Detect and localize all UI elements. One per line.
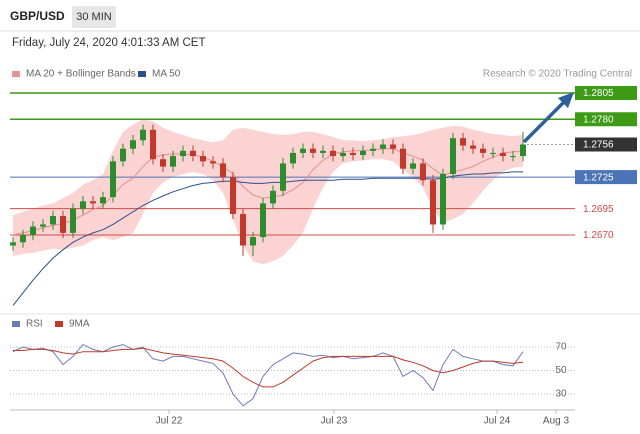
candle-body	[490, 152, 496, 154]
candle-body	[20, 234, 26, 243]
x-tick-label: Jul 24	[484, 416, 511, 427]
candle-body	[10, 242, 16, 246]
legend-swatch	[55, 321, 63, 327]
candle-body	[410, 163, 416, 169]
legend-label: MA 20 + Bollinger Bands	[26, 69, 136, 80]
candle-body	[240, 213, 246, 246]
candle-body	[250, 237, 256, 246]
symbol: GBP/USD	[10, 9, 65, 23]
level-label: 1.2805	[583, 88, 614, 99]
candle-body	[370, 148, 376, 151]
level-label: 1.2670	[583, 230, 614, 241]
candle-body	[470, 145, 476, 149]
level-label: 1.2695	[583, 204, 614, 215]
x-tick-label: Jul 23	[321, 416, 348, 427]
x-tick-label: Jul 22	[156, 416, 183, 427]
forecast-arrow	[522, 100, 566, 144]
y-tick-label: 50	[555, 365, 567, 376]
candle-body	[110, 161, 116, 198]
legend-swatch	[138, 71, 146, 77]
level-label-box	[575, 85, 637, 100]
legend-swatch	[12, 71, 20, 77]
legend-label: 9MA	[69, 319, 90, 330]
candle-body	[170, 156, 176, 167]
candle-body	[440, 173, 446, 225]
rsi-line	[13, 347, 524, 388]
candle-body	[190, 150, 196, 157]
credit: Research © 2020 Trading Central	[483, 69, 632, 80]
candle-body	[430, 180, 436, 225]
datetime: Friday, July 24, 2020 4:01:33 AM CET	[12, 37, 205, 49]
candle-body	[40, 224, 46, 227]
level-label-box	[575, 137, 637, 152]
candle-body	[90, 201, 96, 204]
candle-body	[400, 148, 406, 169]
candle-body	[70, 208, 76, 233]
level-label: 1.2780	[583, 114, 614, 125]
candle-body	[330, 150, 336, 157]
candle-body	[200, 156, 206, 162]
level-label-box	[575, 112, 637, 127]
candle-body	[300, 148, 306, 153]
candle-body	[60, 216, 66, 233]
y-tick-label: 30	[555, 389, 567, 400]
timeframe-button[interactable]	[72, 6, 116, 28]
candle-body	[230, 177, 236, 214]
candle-body	[210, 161, 216, 164]
legend-label: RSI	[26, 319, 43, 330]
legend-label: MA 50	[152, 69, 181, 80]
candle-body	[420, 163, 426, 181]
candle-body	[510, 156, 516, 158]
candle-body	[260, 203, 266, 238]
candle-body	[380, 144, 386, 149]
candle-body	[360, 150, 366, 156]
candle-body	[340, 152, 346, 157]
forecast-arrowhead	[558, 92, 574, 108]
level-label: 1.2756	[583, 140, 614, 151]
candle-body	[270, 190, 276, 204]
candle-body	[180, 150, 186, 157]
candle-body	[150, 129, 156, 160]
candle-body	[280, 163, 286, 191]
candle-body	[390, 144, 396, 149]
candle-body	[320, 150, 326, 153]
level-label-box	[575, 170, 637, 185]
y-tick-label: 70	[555, 342, 567, 353]
bollinger-band	[13, 119, 523, 265]
plot: 1.2805 1.2780 1.2756 1.2725 1.2695 1.2670 MA 2…	[10, 69, 637, 427]
ma-line	[12, 171, 523, 306]
candle-body	[30, 226, 36, 235]
candle-body	[80, 201, 86, 209]
level-label: 1.2725	[583, 172, 614, 183]
ma-line	[12, 148, 524, 236]
candle-body	[160, 159, 166, 167]
candle-body	[480, 148, 486, 153]
candle-body	[450, 138, 456, 174]
candle-body	[100, 197, 106, 204]
candle-body	[500, 152, 506, 157]
candle-body	[50, 216, 56, 225]
candle-body	[350, 152, 356, 156]
candle-body	[290, 152, 296, 164]
candle-body	[220, 163, 226, 178]
x-tick-label: Aug 3	[543, 416, 570, 427]
legend-swatch	[12, 321, 20, 327]
rsi-line	[12, 343, 524, 407]
candle-body	[120, 148, 126, 162]
candle-body	[520, 144, 526, 157]
candle-body	[130, 140, 136, 149]
timeframe[interactable]: 30 MIN	[76, 11, 112, 23]
candle-body	[140, 129, 146, 141]
candle-body	[460, 138, 466, 146]
candle-body	[310, 148, 316, 153]
